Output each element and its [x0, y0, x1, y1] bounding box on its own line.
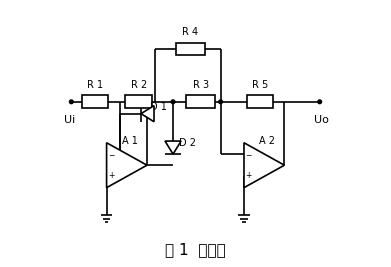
- Text: A 2: A 2: [259, 135, 275, 146]
- Bar: [176, 43, 205, 55]
- Circle shape: [318, 100, 321, 104]
- Text: Ui: Ui: [65, 115, 75, 125]
- Text: Uo: Uo: [314, 115, 328, 125]
- Text: R 3: R 3: [193, 80, 209, 90]
- Text: −: −: [246, 151, 252, 160]
- Bar: [82, 95, 108, 108]
- Text: D 1: D 1: [150, 102, 167, 112]
- Text: R 2: R 2: [131, 80, 147, 90]
- Text: D 2: D 2: [179, 138, 196, 148]
- Polygon shape: [244, 143, 284, 188]
- Circle shape: [171, 100, 175, 104]
- Bar: [247, 95, 273, 108]
- Text: R 1: R 1: [87, 80, 103, 90]
- Circle shape: [70, 100, 73, 104]
- Circle shape: [219, 100, 222, 104]
- Text: +: +: [246, 171, 252, 180]
- Bar: [186, 95, 215, 108]
- Text: A 1: A 1: [122, 135, 137, 146]
- Polygon shape: [107, 143, 147, 188]
- Polygon shape: [141, 106, 154, 122]
- Bar: [126, 95, 152, 108]
- Text: R 4: R 4: [182, 27, 198, 37]
- Polygon shape: [165, 141, 181, 154]
- Text: R 5: R 5: [252, 80, 268, 90]
- Text: 图 1  经典型: 图 1 经典型: [165, 242, 226, 257]
- Text: +: +: [108, 171, 115, 180]
- Text: −: −: [108, 151, 115, 160]
